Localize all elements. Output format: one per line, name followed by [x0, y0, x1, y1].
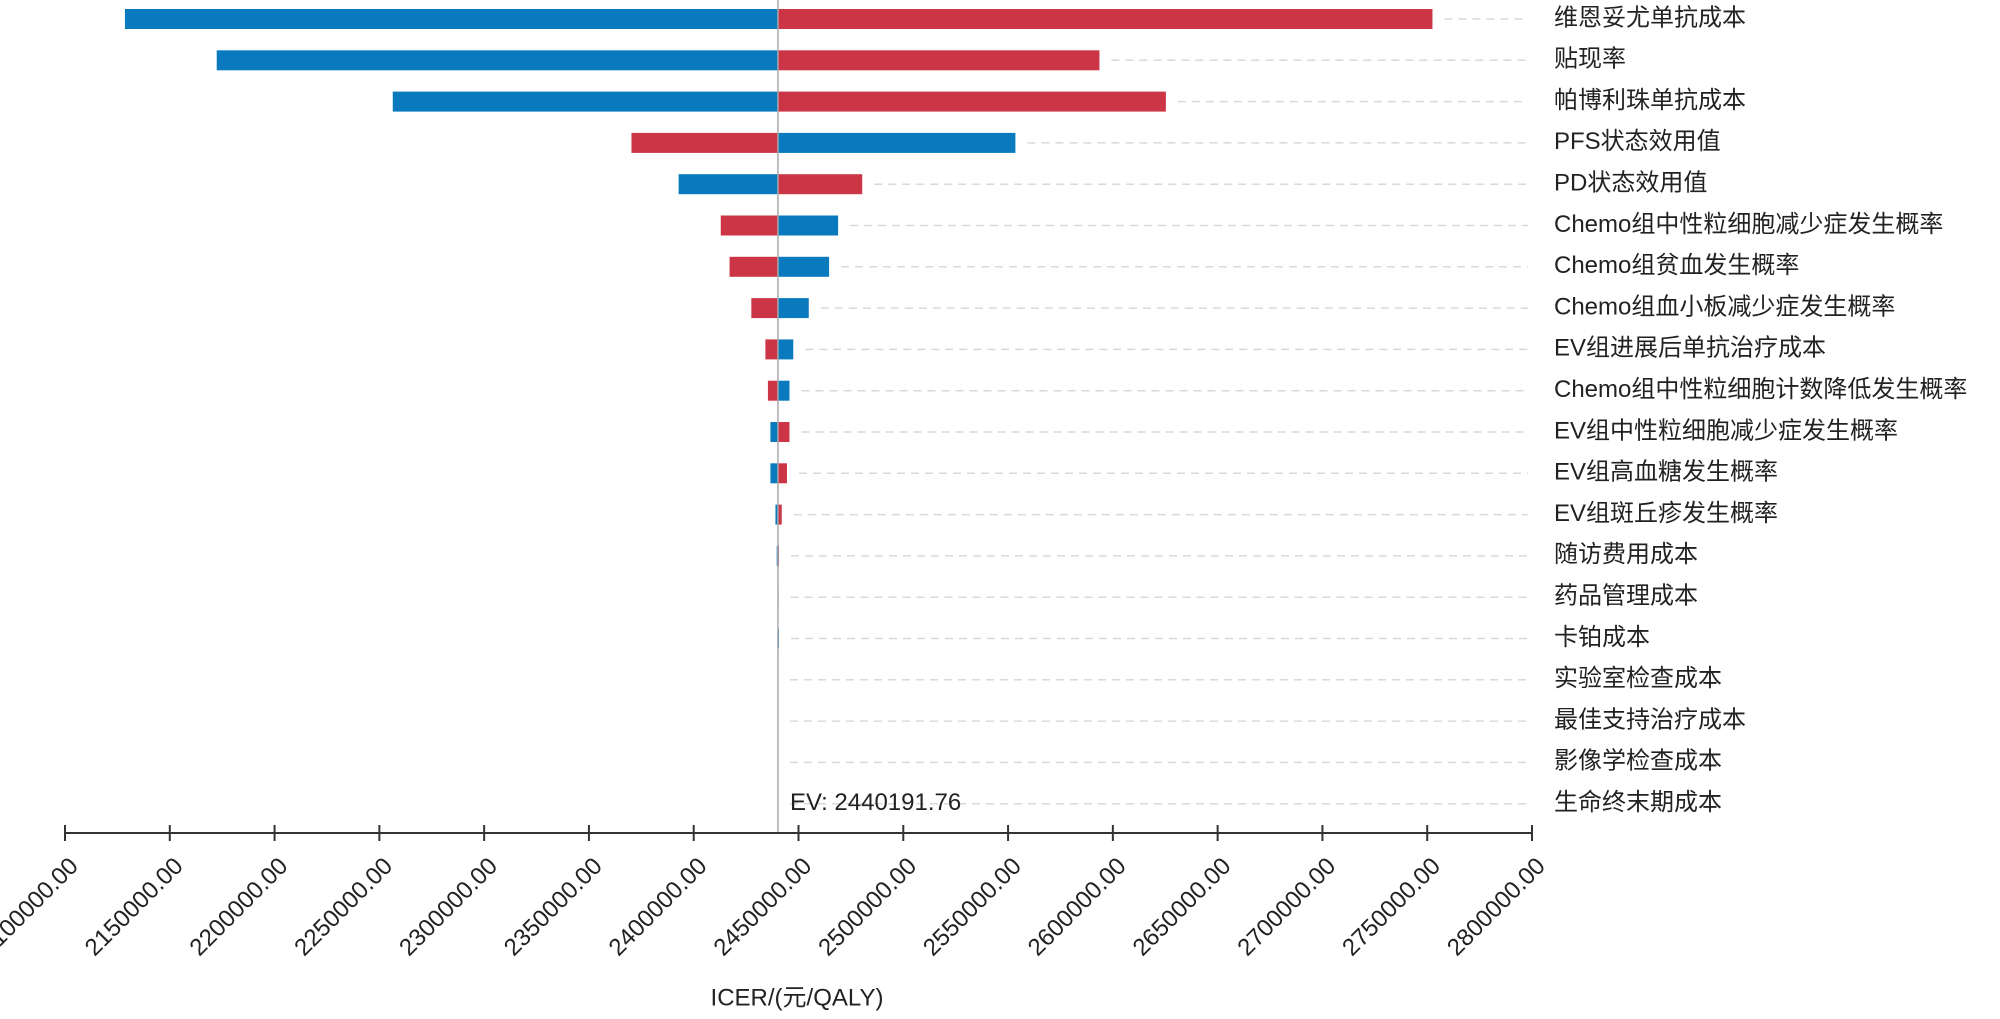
bar [777, 463, 787, 484]
bar [775, 504, 778, 525]
x-tick-label: 2650000.00 [1128, 853, 1237, 962]
category-label: 生命终末期成本 [1554, 789, 1722, 816]
category-label: 贴现率 [1554, 46, 1626, 73]
x-tick-label: 2550000.00 [918, 853, 1027, 962]
category-label: Chemo组中性粒细胞计数降低发生概率 [1554, 376, 1967, 403]
bar [216, 50, 778, 71]
bar [777, 9, 1433, 29]
x-tick-label: 2700000.00 [1232, 853, 1341, 962]
x-tick-label: 2450000.00 [708, 853, 817, 962]
bar [631, 132, 778, 153]
bar [777, 132, 1016, 153]
category-label: 维恩妥尤单抗成本 [1554, 4, 1746, 31]
category-label: EV组高血糖发生概率 [1554, 459, 1778, 486]
bar [392, 91, 778, 112]
bar [770, 422, 778, 442]
bar [729, 256, 778, 277]
category-label: PD状态效用值 [1554, 170, 1707, 197]
bar [777, 91, 1166, 112]
x-tick-label: 2800000.00 [1442, 853, 1551, 962]
bar [751, 298, 778, 319]
x-tick-label: 2250000.00 [289, 853, 398, 962]
bar [124, 9, 778, 29]
bar [770, 463, 778, 484]
bar [777, 422, 790, 442]
bar [777, 50, 1100, 71]
category-label: 最佳支持治疗成本 [1554, 706, 1746, 733]
x-tick-label: 2750000.00 [1337, 853, 1446, 962]
x-tick-label: 2100000.00 [0, 853, 84, 962]
category-label: 卡铂成本 [1554, 624, 1650, 651]
x-tick-label: 2600000.00 [1023, 853, 1132, 962]
x-tick-label: 2400000.00 [604, 853, 713, 962]
category-label: PFS状态效用值 [1554, 128, 1721, 155]
bar [777, 256, 830, 277]
category-label: 影像学检查成本 [1554, 748, 1722, 775]
bar [777, 339, 794, 360]
bar [678, 174, 778, 195]
ev-label: EV: 2440191.76 [790, 789, 961, 816]
category-label: 随访费用成本 [1554, 541, 1698, 568]
bar [777, 298, 809, 319]
bar [777, 174, 863, 195]
bar [777, 215, 839, 236]
category-label: 实验室检查成本 [1554, 665, 1722, 692]
x-tick-label: 2150000.00 [80, 853, 189, 962]
category-label: Chemo组贫血发生概率 [1554, 252, 1799, 279]
bar [777, 380, 790, 401]
category-label: Chemo组血小板减少症发生概率 [1554, 293, 1895, 320]
bar [765, 339, 778, 360]
x-tick-label: 2500000.00 [813, 853, 922, 962]
bar [777, 504, 782, 525]
category-label: 帕博利珠单抗成本 [1554, 87, 1746, 114]
x-tick-label: 2200000.00 [185, 853, 294, 962]
category-label: 药品管理成本 [1554, 583, 1698, 610]
category-label: EV组中性粒细胞减少症发生概率 [1554, 417, 1898, 444]
category-label: EV组斑丘疹发生概率 [1554, 500, 1778, 527]
x-tick-label: 2300000.00 [394, 853, 503, 962]
category-label: Chemo组中性粒细胞减少症发生概率 [1554, 211, 1943, 238]
category-label: EV组进展后单抗治疗成本 [1554, 335, 1826, 362]
bar [767, 380, 778, 401]
bar [720, 215, 778, 236]
x-axis-title: ICER/(元/QALY) [711, 984, 884, 1011]
x-tick-label: 2350000.00 [499, 853, 608, 962]
